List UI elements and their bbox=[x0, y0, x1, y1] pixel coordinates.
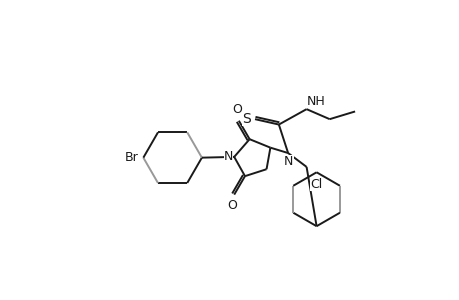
Text: Cl: Cl bbox=[310, 178, 322, 191]
Text: S: S bbox=[242, 112, 251, 126]
Text: N: N bbox=[224, 150, 233, 164]
Text: Br: Br bbox=[125, 151, 139, 164]
Text: NH: NH bbox=[306, 94, 325, 108]
Text: O: O bbox=[232, 103, 242, 116]
Text: O: O bbox=[227, 199, 237, 212]
Text: N: N bbox=[284, 154, 293, 168]
